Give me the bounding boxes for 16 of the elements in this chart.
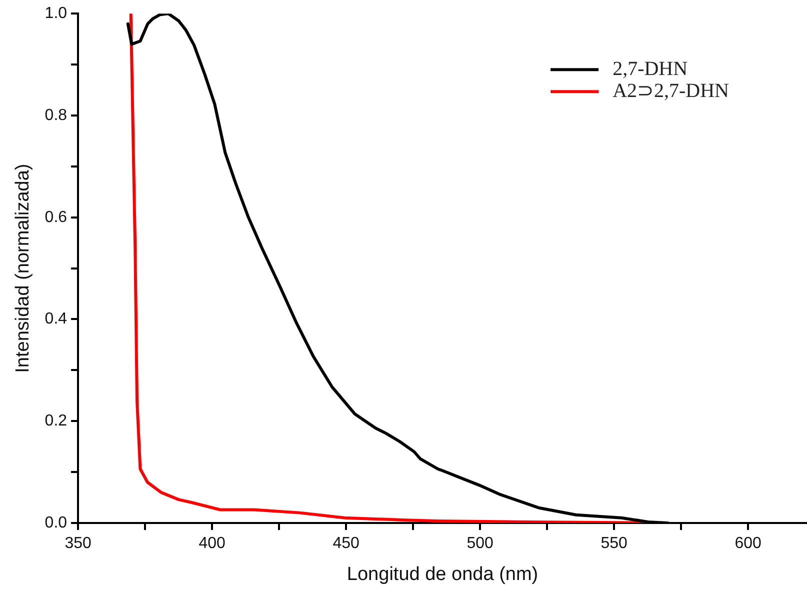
- y-tick-label: 0.8: [44, 106, 68, 124]
- y-tick-label: 0.0: [44, 514, 68, 532]
- x-tick-label: 550: [600, 535, 628, 552]
- y-tick-label: 1.0: [44, 5, 68, 22]
- x-tick-label: 600: [734, 535, 762, 552]
- x-axis-title: Longitud de onda (nm): [346, 564, 538, 585]
- y-tick-label: 0.4: [44, 310, 68, 328]
- y-tick-label: 0.6: [44, 208, 68, 226]
- legend-label: 2,7-DHN: [612, 58, 688, 80]
- x-tick-label: 350: [64, 535, 92, 552]
- x-tick-label: 450: [332, 535, 360, 552]
- x-tick-label: 500: [466, 535, 494, 552]
- x-tick-label: 400: [198, 535, 226, 552]
- y-tick-label: 0.2: [44, 412, 68, 430]
- legend-label: A2⊃2,7-DHN: [612, 80, 730, 102]
- y-axis-title: Intensidad (normalizada): [12, 164, 34, 373]
